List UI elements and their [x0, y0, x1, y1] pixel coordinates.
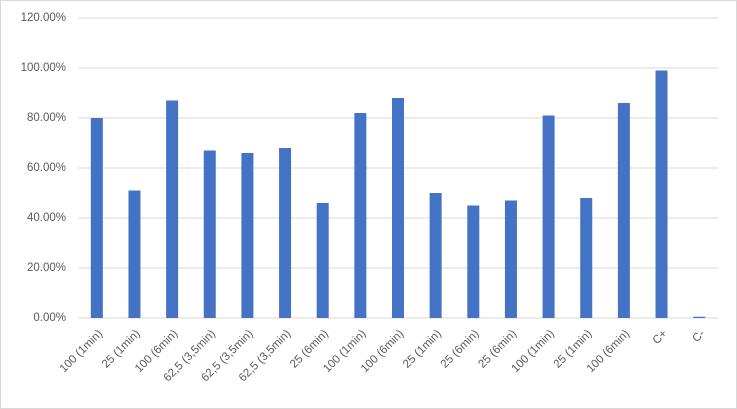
- bar: [693, 316, 706, 318]
- bar: [241, 153, 254, 318]
- bar: [617, 103, 630, 318]
- bar: [580, 198, 593, 318]
- y-tick-label: 80.00%: [27, 112, 66, 124]
- y-tick-label: 20.00%: [27, 262, 66, 274]
- y-tick-label: 0.00%: [33, 312, 66, 324]
- bar: [316, 203, 329, 318]
- bar: [429, 193, 442, 318]
- bar: [655, 70, 668, 318]
- bar: [504, 200, 517, 318]
- y-tick-label: 40.00%: [27, 212, 66, 224]
- bar: [166, 100, 179, 318]
- y-tick-label: 120.00%: [21, 12, 66, 24]
- bar: [128, 190, 141, 318]
- bar: [203, 150, 216, 318]
- bar: [279, 148, 292, 318]
- bar: [354, 113, 367, 318]
- bar: [392, 98, 404, 318]
- bar: [542, 115, 555, 318]
- bar: [90, 118, 103, 318]
- bar: [467, 205, 480, 318]
- y-tick-label: 100.00%: [21, 62, 66, 74]
- y-tick-label: 60.00%: [27, 162, 66, 174]
